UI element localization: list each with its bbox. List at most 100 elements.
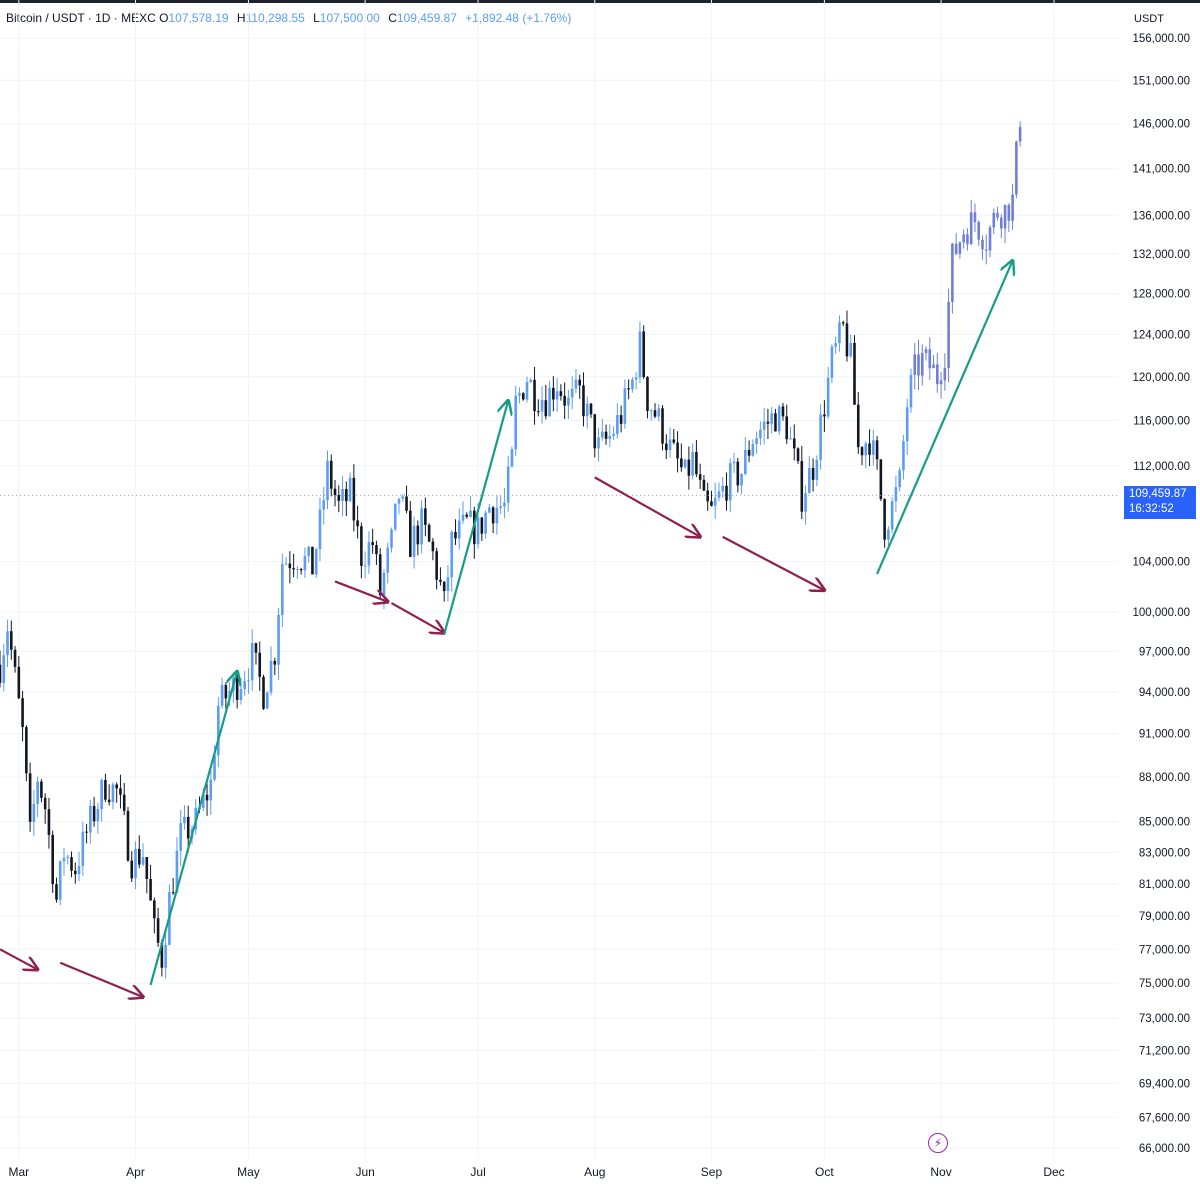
candle-body — [296, 568, 299, 570]
candle-body — [992, 212, 996, 228]
candle-body — [134, 848, 137, 879]
candles — [0, 121, 1022, 979]
down-trend-arrow — [0, 948, 38, 969]
y-tick-label: 85,000.00 — [1139, 817, 1190, 829]
candle-body — [608, 435, 612, 439]
x-tick-label: Nov — [930, 1165, 951, 1179]
candle-body — [220, 685, 224, 706]
candle-body — [747, 449, 751, 456]
candle-body — [386, 547, 390, 573]
candle-body — [691, 452, 694, 476]
candle-body — [141, 857, 145, 865]
last-price-value: 109,459.87 — [1129, 488, 1187, 500]
candle-body — [205, 794, 209, 801]
time-axis[interactable]: Mar Apr May Jun Jul Aug Sep Oct Nov Dec — [8, 1165, 1064, 1179]
candle-body — [371, 542, 374, 546]
candle-body — [435, 551, 438, 580]
candle-body — [217, 705, 220, 756]
candle-body — [450, 531, 454, 578]
x-tick-label: Oct — [815, 1165, 834, 1179]
candle-body — [164, 944, 167, 968]
candle-body — [755, 438, 758, 444]
candle-body — [454, 531, 457, 539]
candle-body — [322, 500, 326, 510]
candle-body — [409, 510, 412, 557]
countdown-value: 16:32:52 — [1129, 503, 1174, 515]
candle-body — [838, 322, 841, 344]
candle-body — [250, 643, 254, 681]
candle-body — [442, 581, 446, 592]
candle-body — [337, 495, 341, 501]
y-tick-label: 79,000.00 — [1139, 911, 1190, 923]
down-trend-arrow — [594, 476, 700, 536]
candle-body — [597, 437, 600, 449]
y-tick-label: 100,000.00 — [1132, 607, 1190, 619]
candle-body — [153, 900, 156, 919]
x-tick-label: Sep — [701, 1165, 723, 1179]
candle-body — [427, 524, 431, 542]
down-trend-arrow — [59, 961, 143, 997]
candle-body — [269, 660, 273, 693]
candle-body — [1003, 204, 1007, 229]
candle-body — [424, 508, 427, 525]
trend-arrows — [0, 261, 1013, 997]
candle-body — [864, 443, 868, 456]
y-tick-label: 75,000.00 — [1139, 978, 1190, 990]
candle-body — [902, 441, 905, 471]
candle-body — [149, 879, 152, 901]
lightning-icon[interactable]: ⚡︎ — [928, 1133, 948, 1153]
candle-body — [25, 727, 28, 774]
y-tick-label: 151,000.00 — [1132, 75, 1190, 87]
y-tick-label: 97,000.00 — [1139, 646, 1190, 658]
candle-body — [710, 501, 713, 506]
candle-body — [913, 354, 917, 375]
candle-body — [281, 564, 284, 615]
candle-body — [563, 395, 566, 406]
candle-body — [446, 577, 450, 592]
candle-body — [224, 685, 228, 699]
symbol-title[interactable]: Bitcoin / USDT · 1D · MEXC — [6, 11, 156, 25]
candle-body — [815, 459, 819, 480]
candle-body — [156, 918, 160, 943]
candle-body — [593, 414, 597, 449]
candle-body — [495, 507, 499, 524]
candle-body — [774, 413, 777, 432]
candle-body — [879, 459, 883, 500]
candle-body — [40, 781, 43, 798]
symbol-legend[interactable]: Bitcoin / USDT · 1D · MEXC O107,578.19 H… — [6, 11, 571, 25]
y-tick-label: 73,000.00 — [1139, 1013, 1190, 1025]
candle-body — [476, 517, 480, 545]
candle-body — [808, 467, 811, 494]
candle-body — [1011, 194, 1014, 221]
low-label: L — [313, 11, 320, 25]
candle-body — [672, 439, 676, 443]
price-axis[interactable]: 156,000.00 151,000.00 146,000.00 141,000.00… — [1132, 33, 1190, 1155]
x-tick-label: Dec — [1043, 1165, 1064, 1179]
candle-body — [875, 440, 879, 460]
candle-body — [612, 434, 615, 436]
candle-body — [461, 514, 465, 521]
candle-body — [887, 529, 890, 540]
candle-body — [811, 467, 815, 480]
y-tick-label: 81,000.00 — [1139, 879, 1190, 891]
candle-body — [145, 857, 149, 880]
y-tick-label: 83,000.00 — [1139, 847, 1190, 859]
y-tick-label: 128,000.00 — [1132, 289, 1190, 301]
candle-body — [480, 517, 484, 534]
last-price-tag: 109,459.87 16:32:52 — [1124, 486, 1196, 519]
candle-body — [717, 491, 721, 498]
candle-body — [262, 676, 265, 709]
currency-label[interactable]: USDT — [1134, 13, 1164, 25]
candle-body — [183, 816, 186, 824]
candle-body — [800, 461, 804, 512]
candle-body — [17, 666, 21, 699]
candle-body — [70, 857, 73, 871]
candle-body — [277, 614, 280, 665]
candle-body — [506, 466, 510, 503]
candle-body — [740, 474, 743, 486]
y-tick-label: 120,000.00 — [1132, 372, 1190, 384]
candle-body — [649, 410, 653, 412]
candle-body — [356, 520, 359, 527]
candle-body — [623, 388, 627, 424]
